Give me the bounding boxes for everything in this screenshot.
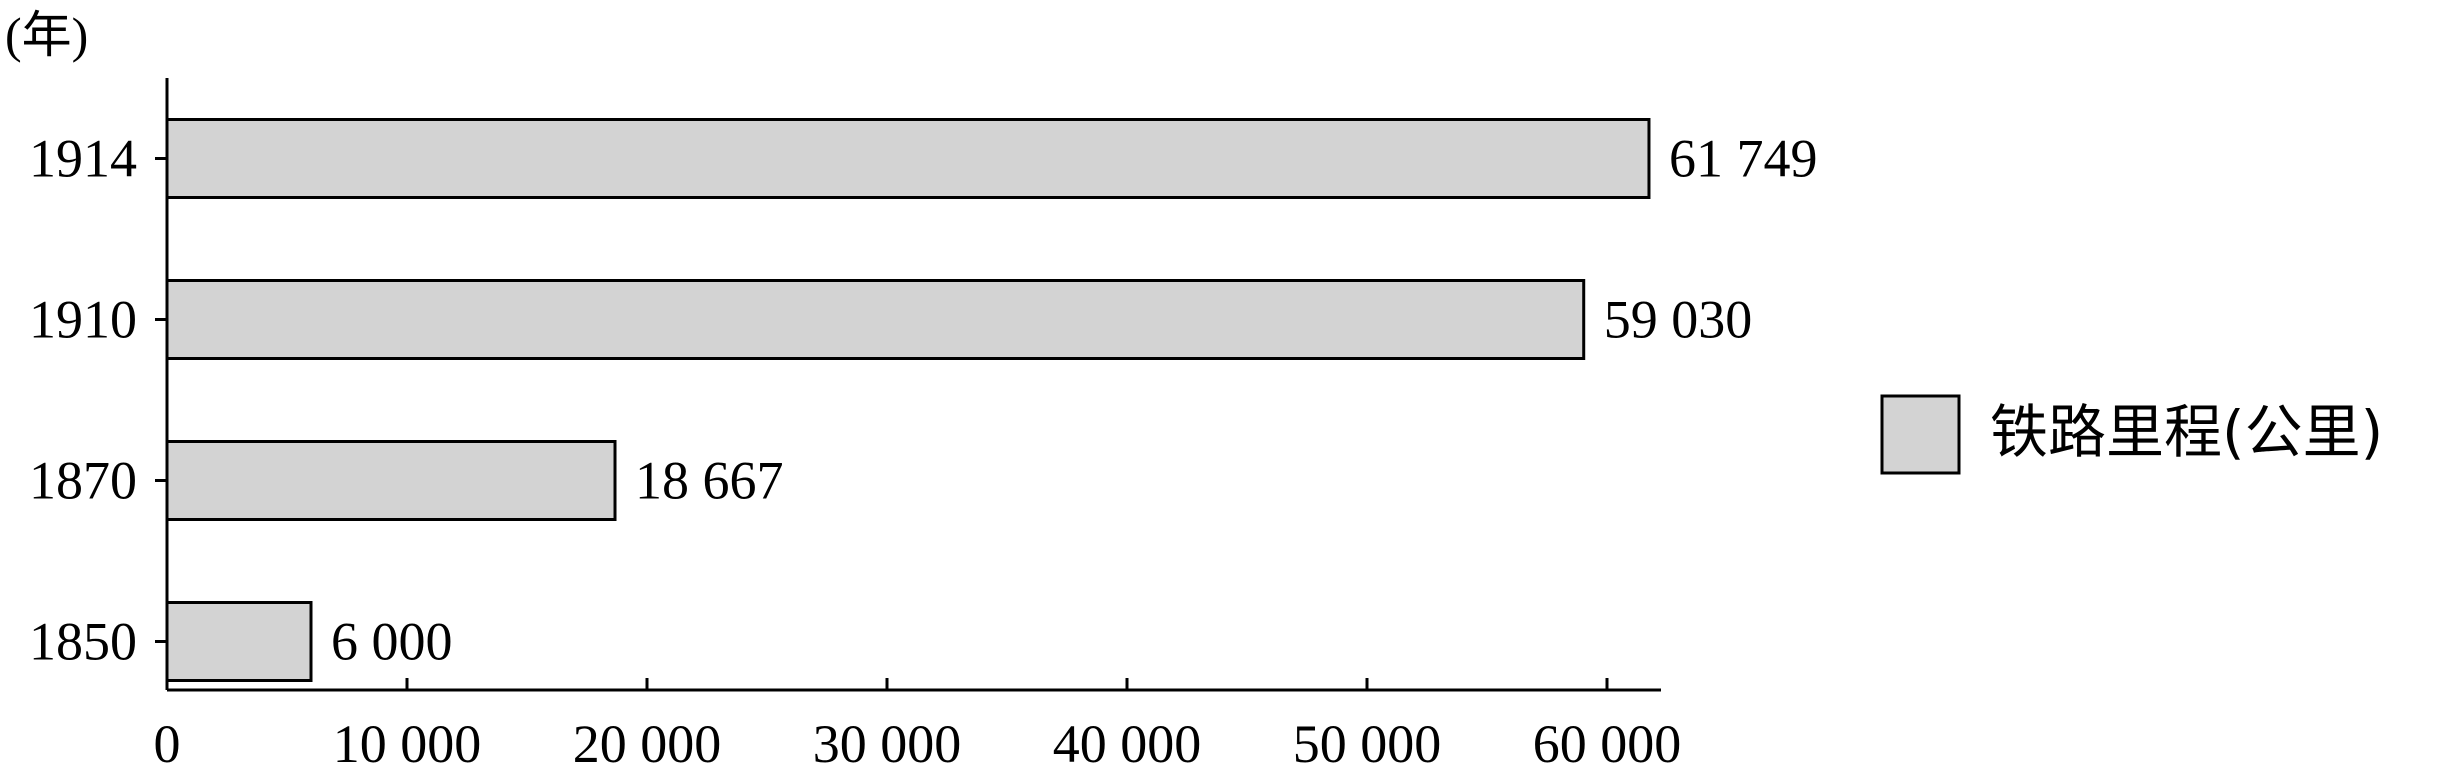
value-label-1910: 59 030	[1604, 290, 1753, 350]
x-tick-label-50000: 50 000	[1293, 714, 1442, 774]
bar-1910	[165, 279, 1586, 360]
legend: 铁路里程(公里)	[1880, 394, 2383, 475]
x-tick-label-20000: 20 000	[573, 714, 722, 774]
y-tick-label-1870: 1870	[29, 451, 137, 511]
legend-swatch	[1880, 394, 1961, 475]
x-tick-label-10000: 10 000	[333, 714, 482, 774]
y-tick-label-1914: 1914	[29, 129, 137, 189]
legend-label: 铁路里程(公里)	[1990, 398, 2383, 466]
x-ticks-group: 0 10 000 20 000 30 000 40 000 50 000 60 000	[154, 678, 1682, 774]
x-tick-label-60000: 60 000	[1533, 714, 1682, 774]
value-label-1850: 6 000	[331, 612, 453, 672]
y-tick-label-1910: 1910	[29, 290, 137, 350]
value-label-1870: 18 667	[635, 451, 784, 511]
value-label-1914: 61 749	[1669, 129, 1818, 189]
x-tick-label-30000: 30 000	[813, 714, 962, 774]
bars-group: 1914 61 749 1910 59 030 1870 18 667 1850 6 000	[29, 118, 1818, 682]
x-tick-label-40000: 40 000	[1053, 714, 1202, 774]
y-unit-label: (年)	[5, 7, 88, 63]
y-tick-label-1850: 1850	[29, 612, 137, 672]
bar-1870	[165, 440, 617, 521]
bar-1850	[165, 601, 313, 682]
bar-1914	[165, 118, 1651, 199]
x-tick-label-0: 0	[154, 714, 181, 774]
